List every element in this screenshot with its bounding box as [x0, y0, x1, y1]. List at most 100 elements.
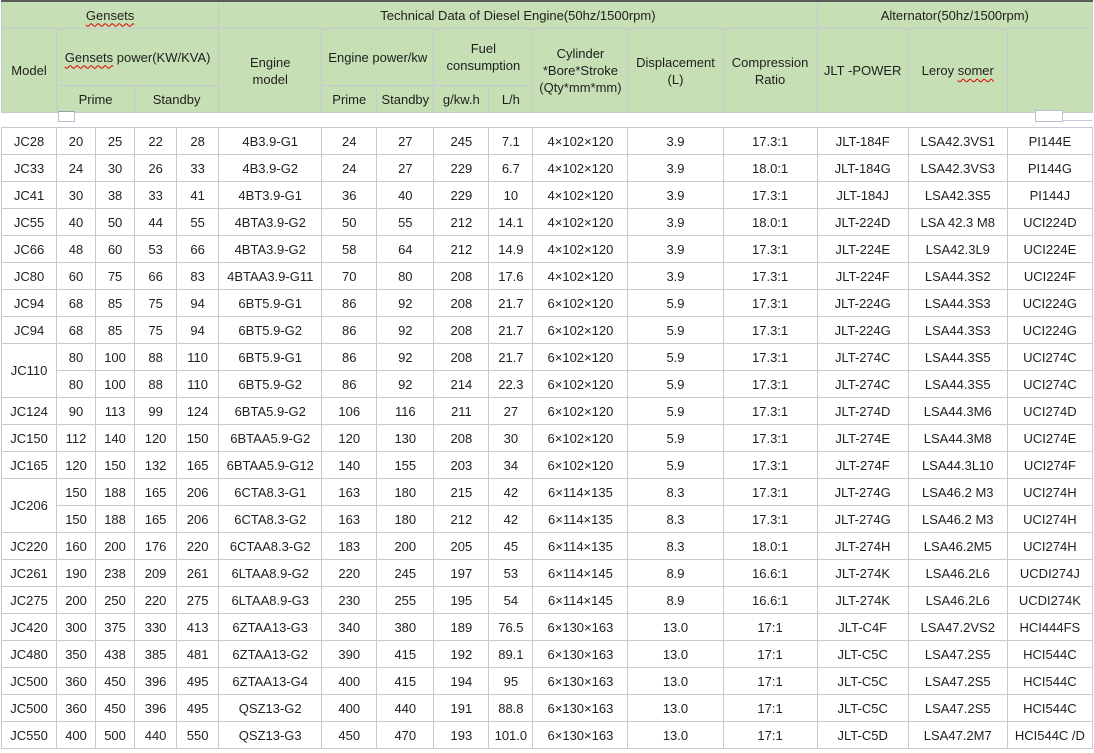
cell-prime-kw: 120: [56, 451, 97, 479]
cell-prime-kva: 150: [95, 451, 136, 479]
cell-engine-prime: 24: [321, 154, 378, 182]
header-gensets-power-rest: power(KW/KVA): [113, 49, 211, 65]
cell-engine-model: 6LTAA8.9-G3: [218, 586, 323, 614]
cell-standby-kva: 150: [176, 424, 220, 452]
cell-compression: 17.3:1: [722, 343, 818, 371]
cell-standby-kw: 440: [134, 721, 178, 749]
cell-jlt-power: JLT-274K: [816, 559, 909, 587]
cell-model: JC33: [0, 154, 58, 182]
cell-jlt-power: JLT-274E: [816, 424, 909, 452]
cell-engine-standby: 200: [376, 532, 435, 560]
cell-prime-kva: 60: [95, 235, 136, 263]
cell-engine-model: 4BTA3.9-G2: [218, 208, 323, 236]
cell-cylinder: 6×130×163: [532, 721, 629, 749]
cell-prime-kw: 80: [56, 343, 97, 371]
header-group-alternator: Alternator(50hz/1500rpm): [816, 0, 1094, 29]
cell-engine-prime: 450: [321, 721, 378, 749]
cell-prime-kva: 25: [95, 127, 136, 155]
cell-jlt-power: JLT-274G: [816, 478, 909, 506]
cell-engine-prime: 86: [321, 289, 378, 317]
cell-engine-prime: 163: [321, 478, 378, 506]
cell-fuel-gkwh: 195: [433, 586, 490, 614]
cell-fuel-lh: 76.5: [488, 613, 534, 641]
cell-engine-prime: 70: [321, 262, 378, 290]
cell-model: JC550: [0, 721, 58, 749]
cell-standby-kw: 165: [134, 505, 178, 533]
table-row: JC94 68 85 75 94 6BT5.9-G1 86 92 208 21.7 6×102×12…: [0, 289, 1094, 317]
cell-displacement: 5.9: [627, 397, 724, 425]
cell-fuel-lh: 34: [488, 451, 534, 479]
cell-cylinder: 6×102×120: [532, 370, 629, 398]
cell-engine-prime: 400: [321, 667, 378, 695]
cell-jlt-power: JLT-C5C: [816, 667, 909, 695]
table-row: JC206 150 188 165 206 6CTA8.3-G1 163 180 215 42 6×…: [0, 478, 1094, 533]
cell-standby-kva: 220: [176, 532, 220, 560]
cell-prime-kva: 450: [95, 694, 136, 722]
cell-cylinder: 6×102×120: [532, 343, 629, 371]
cell-engine-prime: 86: [321, 316, 378, 344]
cell-compression: 17:1: [722, 640, 818, 668]
cell-jlt-power: JLT-274C: [816, 343, 909, 371]
cell-cylinder: 6×130×163: [532, 613, 629, 641]
cell-standby-kva: 124: [176, 397, 220, 425]
cell-engine-prime: 230: [321, 586, 378, 614]
cell-engine-standby: 130: [376, 424, 435, 452]
cell-alt-other: UCI274H: [1006, 505, 1094, 533]
cell-standby-kva: 413: [176, 613, 220, 641]
cell-prime-kw: 20: [56, 127, 97, 155]
cell-prime-kw: 360: [56, 694, 97, 722]
cell-standby-kva: 495: [176, 694, 220, 722]
table-row: JC480 350 438 385 481 6ZTAA13-G2 390 415 192 89.1…: [0, 640, 1094, 668]
cell-standby-kw: 66: [134, 262, 178, 290]
table-row: JC420 300 375 330 413 6ZTAA13-G3 340 380 189 76.5…: [0, 613, 1094, 641]
cell-model: JC94: [0, 316, 58, 344]
spacer-cell: [1, 112, 1093, 128]
cell-prime-kva: 100: [95, 343, 136, 371]
header-group-gensets: Gensets: [0, 0, 220, 29]
cell-cylinder: 6×102×120: [532, 397, 629, 425]
cell-fuel-lh: 30: [488, 424, 534, 452]
cell-jlt-power: JLT-274D: [816, 397, 909, 425]
cell-alt-other: UCI274C: [1006, 370, 1094, 398]
cell-standby-kva: 33: [176, 154, 220, 182]
table-row: JC124 90 113 99 124 6BTA5.9-G2 106 116 211 27 6×10…: [0, 397, 1094, 425]
cell-alt-other: UCI224D: [1006, 208, 1094, 236]
cell-cylinder: 4×102×120: [532, 262, 629, 290]
cell-prime-kva: 200: [95, 532, 136, 560]
cell-fuel-lh: 17.6: [488, 262, 534, 290]
cell-engine-prime: 106: [321, 397, 378, 425]
cell-prime-kw: 350: [56, 640, 97, 668]
cell-prime-kw: 112: [56, 424, 97, 452]
cell-displacement: 8.9: [627, 586, 724, 614]
header-engine-model-line1: Engine: [249, 54, 291, 70]
cell-engine-model: 4B3.9-G2: [218, 154, 323, 182]
cell-compression: 17.3:1: [722, 424, 818, 452]
cell-standby-kva: 28: [176, 127, 220, 155]
cell-fuel-gkwh: 189: [433, 613, 490, 641]
cell-displacement: 13.0: [627, 694, 724, 722]
cell-prime-kva: 140: [95, 424, 136, 452]
cell-prime-kw: 160: [56, 532, 97, 560]
cell-displacement: 3.9: [627, 127, 724, 155]
cell-compression: 17.3:1: [722, 397, 818, 425]
cell-compression: 17.3:1: [722, 181, 818, 209]
cell-fuel-lh: 54: [488, 586, 534, 614]
cell-fuel-lh: 7.1: [488, 127, 534, 155]
cell-fuel-gkwh: 191: [433, 694, 490, 722]
cell-engine-prime: 163: [321, 505, 378, 533]
cell-fuel-gkwh: 208: [433, 316, 490, 344]
table-row: JC500 360 450 396 495 QSZ13-G2 400 440 191 88.8 6×…: [0, 694, 1094, 722]
cell-jlt-power: JLT-274K: [816, 586, 909, 614]
cell-leroy-somer: LSA47.2M7: [907, 721, 1008, 749]
cell-engine-model: 4BTA3.9-G2: [218, 235, 323, 263]
cell-engine-model: 6CTAA8.3-G2: [218, 532, 323, 560]
cell-cylinder: 4×102×120: [532, 235, 629, 263]
cell-compression: 17:1: [722, 613, 818, 641]
cell-compression: 17:1: [722, 721, 818, 749]
cell-engine-standby: 80: [376, 262, 435, 290]
cell-prime-kva: 188: [95, 478, 136, 506]
header-engine-model: Engine model: [218, 28, 323, 113]
cell-prime-kw: 68: [56, 316, 97, 344]
cell-fuel-gkwh: 205: [433, 532, 490, 560]
